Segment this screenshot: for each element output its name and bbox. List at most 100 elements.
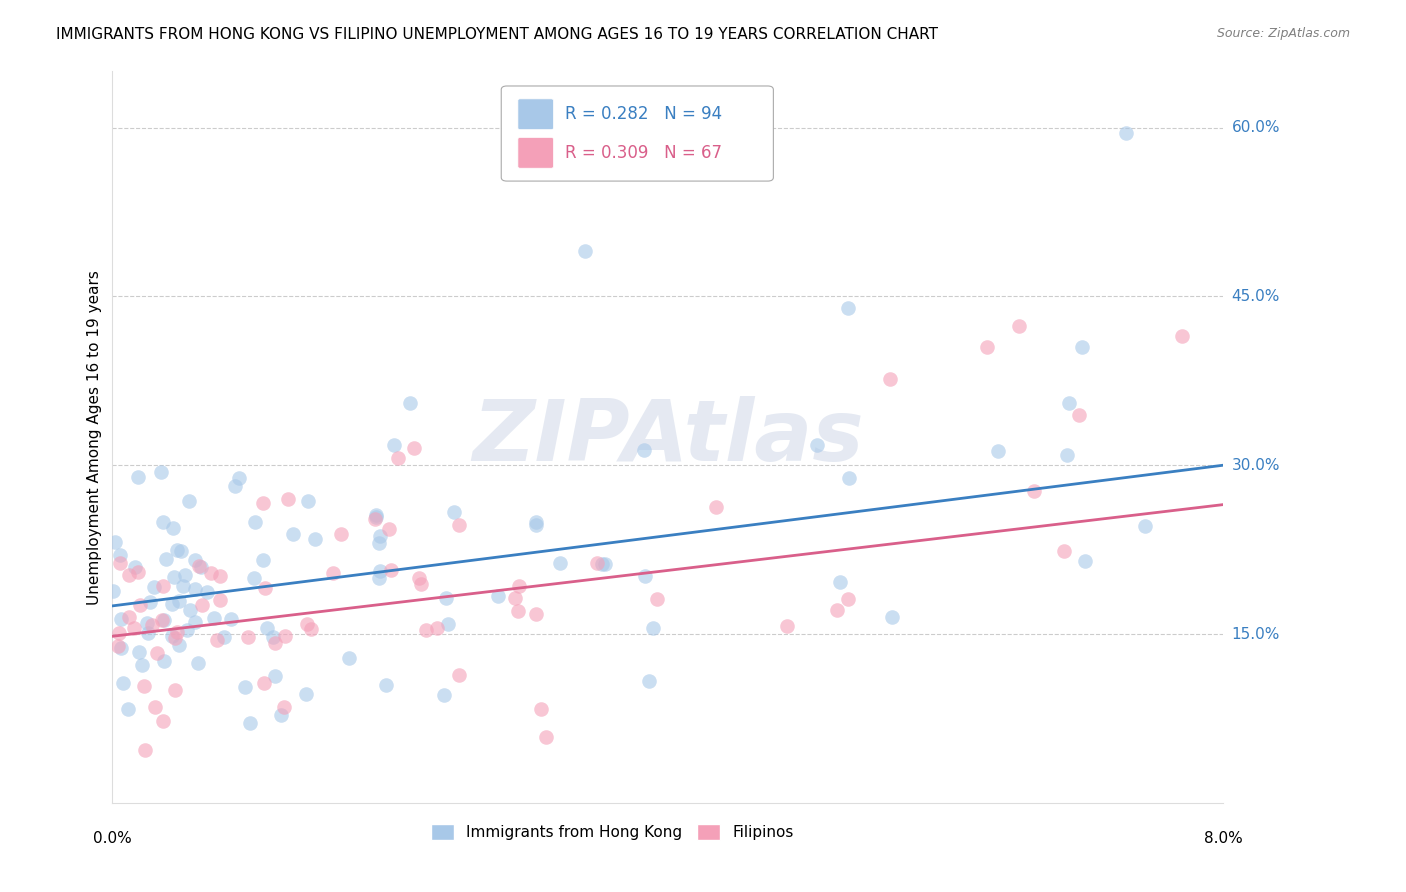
- Point: [645, 592, 668, 607]
- Point: [160, 629, 183, 643]
- Point: [169, 638, 191, 652]
- Point: [143, 580, 166, 594]
- Point: [252, 553, 274, 567]
- Point: [638, 673, 661, 688]
- Point: [337, 651, 360, 665]
- Point: [190, 598, 212, 612]
- Point: [508, 579, 530, 593]
- Point: [107, 639, 129, 653]
- Point: [153, 654, 176, 668]
- Point: [173, 567, 195, 582]
- Point: [165, 682, 187, 697]
- Point: [187, 656, 209, 670]
- Point: [117, 702, 139, 716]
- Point: [277, 492, 299, 507]
- Point: [134, 743, 156, 757]
- Point: [127, 470, 149, 484]
- Point: [208, 593, 231, 607]
- Point: [122, 621, 145, 635]
- Y-axis label: Unemployment Among Ages 16 to 19 years: Unemployment Among Ages 16 to 19 years: [87, 269, 103, 605]
- Point: [1070, 340, 1092, 354]
- Point: [127, 566, 149, 580]
- Point: [1022, 484, 1045, 499]
- Point: [170, 543, 193, 558]
- Text: Source: ZipAtlas.com: Source: ZipAtlas.com: [1216, 27, 1350, 40]
- Point: [169, 594, 191, 608]
- Point: [830, 574, 852, 589]
- Point: [1008, 319, 1031, 334]
- Point: [879, 372, 901, 386]
- Point: [976, 340, 998, 354]
- Point: [152, 515, 174, 529]
- Point: [1115, 126, 1137, 140]
- Point: [208, 569, 231, 583]
- Point: [155, 552, 177, 566]
- Point: [368, 571, 391, 585]
- Point: [162, 521, 184, 535]
- Point: [190, 560, 212, 574]
- Point: [124, 560, 146, 574]
- Point: [1053, 544, 1076, 558]
- Point: [806, 438, 828, 452]
- Text: ZIPAtlas: ZIPAtlas: [472, 395, 863, 479]
- Point: [591, 558, 613, 572]
- Point: [141, 617, 163, 632]
- FancyBboxPatch shape: [501, 86, 773, 181]
- Point: [149, 465, 172, 479]
- Point: [152, 714, 174, 728]
- Point: [398, 396, 420, 410]
- Text: 30.0%: 30.0%: [1232, 458, 1279, 473]
- Point: [176, 623, 198, 637]
- Point: [228, 471, 250, 485]
- Point: [364, 508, 387, 523]
- Point: [1056, 448, 1078, 462]
- Point: [366, 510, 388, 524]
- Point: [104, 535, 127, 549]
- Point: [486, 589, 509, 603]
- Point: [239, 715, 262, 730]
- Point: [375, 678, 398, 692]
- Point: [179, 603, 201, 617]
- Point: [233, 680, 256, 694]
- Point: [443, 505, 465, 519]
- Point: [586, 556, 609, 570]
- Point: [163, 631, 186, 645]
- Point: [837, 591, 859, 606]
- Point: [172, 578, 194, 592]
- Point: [295, 687, 318, 701]
- Point: [367, 536, 389, 550]
- Point: [163, 570, 186, 584]
- Point: [179, 494, 201, 508]
- Point: [299, 622, 322, 636]
- Point: [449, 667, 471, 681]
- Point: [139, 595, 162, 609]
- Point: [434, 591, 457, 606]
- Point: [1073, 554, 1095, 568]
- Point: [242, 571, 264, 585]
- Point: [304, 532, 326, 546]
- Point: [408, 571, 430, 585]
- Point: [380, 563, 402, 577]
- Point: [1067, 408, 1090, 422]
- Point: [433, 688, 456, 702]
- Point: [503, 591, 526, 605]
- Point: [184, 582, 207, 596]
- Point: [322, 566, 344, 580]
- Point: [128, 645, 150, 659]
- Point: [253, 676, 276, 690]
- Point: [110, 640, 132, 655]
- Point: [245, 516, 267, 530]
- Text: IMMIGRANTS FROM HONG KONG VS FILIPINO UNEMPLOYMENT AMONG AGES 16 TO 19 YEARS COR: IMMIGRANTS FROM HONG KONG VS FILIPINO UN…: [56, 27, 938, 42]
- Point: [253, 581, 276, 595]
- Point: [273, 629, 295, 643]
- Point: [534, 730, 557, 744]
- Point: [295, 616, 318, 631]
- Point: [152, 579, 174, 593]
- Point: [256, 621, 278, 635]
- Point: [101, 583, 124, 598]
- Text: R = 0.309   N = 67: R = 0.309 N = 67: [565, 144, 721, 161]
- Point: [112, 676, 135, 690]
- Point: [136, 616, 159, 631]
- Point: [506, 604, 529, 618]
- Point: [132, 679, 155, 693]
